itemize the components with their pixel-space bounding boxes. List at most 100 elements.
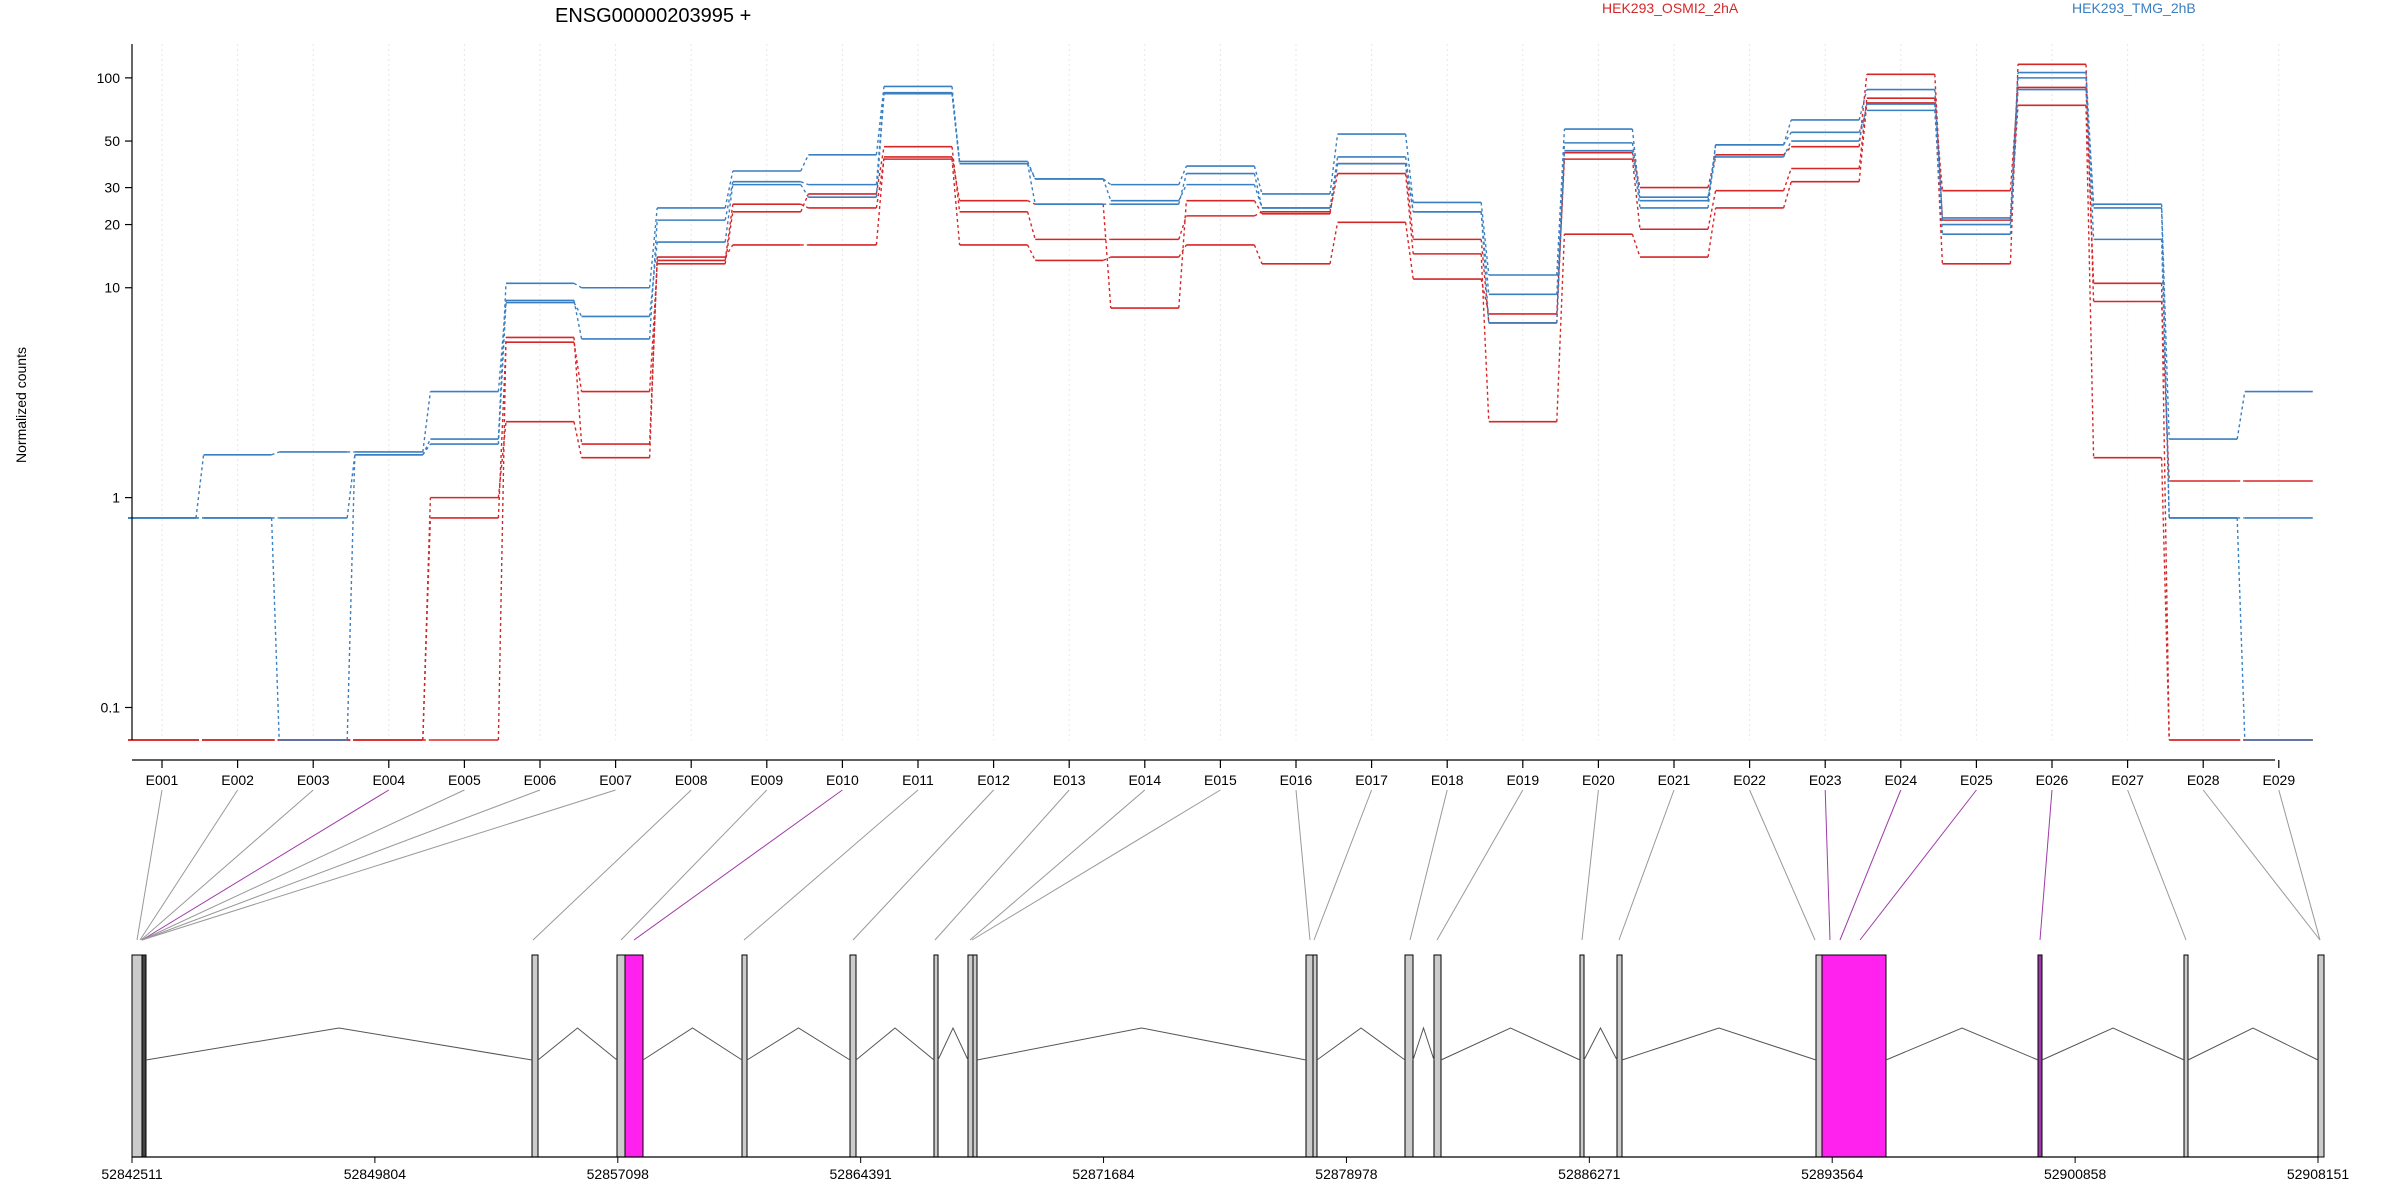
coordinate-label: 52864391 (830, 1166, 893, 1182)
series-connector (800, 203, 809, 209)
series-connector (648, 242, 658, 317)
x-tick-label: E023 (1809, 772, 1842, 788)
series-connector (724, 244, 734, 258)
vertical-grid (161, 44, 2280, 740)
series-connector (422, 443, 431, 456)
coordinate-label: 52849804 (344, 1166, 407, 1182)
exon-connector (2039, 789, 2053, 941)
series-connector (1102, 178, 1112, 186)
series-connector (1707, 190, 1717, 230)
x-tick-label: E001 (146, 772, 179, 788)
series-connector (1102, 204, 1112, 309)
series-connector (1782, 181, 1792, 209)
intron-line (2187, 1027, 2319, 1061)
x-tick-label: E007 (599, 772, 632, 788)
x-tick-label: E025 (1960, 772, 1993, 788)
series-connector (1783, 146, 1792, 156)
intron-line (855, 1027, 935, 1061)
exon-connector (140, 789, 314, 941)
exon-box (1815, 954, 1823, 1158)
exon-connector (620, 789, 768, 941)
series-connector (2160, 207, 2170, 518)
exon-box (1312, 954, 1318, 1158)
exon-box (933, 954, 939, 1158)
x-tick-label: E009 (750, 772, 783, 788)
series-connector (951, 156, 961, 201)
x-tick-label: E029 (2262, 772, 2295, 788)
series-connector (573, 300, 583, 340)
series-connector (1253, 200, 1263, 215)
exon-connector (532, 789, 692, 941)
exon-box (1404, 954, 1414, 1158)
series-connector (2160, 457, 2170, 741)
gene-model (131, 954, 2325, 1158)
exon-connector (1859, 789, 1977, 941)
axes (131, 44, 2275, 761)
exon-connector (139, 789, 239, 941)
intron-line (1583, 1026, 1618, 1061)
coordinate-label: 52857098 (587, 1166, 650, 1182)
exon-box (624, 954, 644, 1158)
y-tick-label: 0.1 (101, 699, 121, 715)
x-tick-label: E006 (524, 772, 557, 788)
legend-entry-red: HEK293_OSMI2_2hA (1602, 0, 1739, 16)
series-connector (1404, 163, 1414, 240)
series-connector (1480, 211, 1490, 323)
series-connector (1480, 239, 1490, 323)
intron-line (1621, 1027, 1817, 1061)
exon-box (131, 954, 143, 1158)
exon-connector (141, 789, 616, 941)
series-connector (1556, 142, 1566, 323)
series-connector (875, 86, 885, 155)
series-connector (1102, 256, 1112, 262)
series-blue-5 (128, 77, 2313, 741)
x-tick-label: E014 (1128, 772, 1161, 788)
series-connector (875, 156, 885, 245)
y-tick-label: 100 (97, 70, 121, 86)
series-connector (2236, 517, 2246, 741)
exon-box (741, 954, 748, 1158)
series-connector (1707, 144, 1717, 209)
exon-connector (852, 789, 994, 941)
series-connector (573, 282, 582, 289)
series-connector (1480, 202, 1490, 276)
x-tick-label: E017 (1355, 772, 1388, 788)
series-connector (1934, 98, 1944, 264)
series-connector (422, 391, 432, 453)
series-connector (1027, 200, 1036, 205)
series-connector (951, 159, 961, 245)
exon-connector (1409, 789, 1448, 941)
series-connector (1178, 244, 1187, 258)
exon-connector (141, 789, 541, 941)
coordinate-label: 52908151 (2287, 1166, 2350, 1182)
series-connector (346, 454, 356, 741)
intron-line (642, 1027, 743, 1061)
y-tick-label: 10 (104, 280, 120, 296)
exon-connector (934, 789, 1070, 941)
series-connector (800, 181, 809, 186)
exon-connector (1436, 789, 1524, 941)
exon-box (849, 954, 857, 1158)
series-connector (573, 302, 583, 317)
exon-connector (969, 789, 1146, 941)
series-connector (875, 159, 885, 209)
series-connector (1934, 104, 1944, 225)
series-connector (1329, 133, 1339, 194)
series-connector (951, 146, 961, 212)
exon-box (967, 954, 974, 1158)
x-tick-label: E016 (1280, 772, 1313, 788)
intron-line (145, 1027, 533, 1061)
x-tick-label: E004 (372, 772, 405, 788)
x-tick-label: E011 (902, 772, 934, 788)
coordinate-label: 52871684 (1072, 1166, 1135, 1182)
series-connector (2009, 77, 2019, 225)
series-connector (1631, 150, 1641, 209)
exon-connector (141, 789, 390, 941)
y-axis-label: Normalized counts (13, 347, 29, 463)
coordinate-label: 52878978 (1315, 1166, 1378, 1182)
series-connector (648, 207, 658, 288)
coordinate-label: 52886271 (1558, 1166, 1621, 1182)
series-connector (1707, 207, 1717, 258)
